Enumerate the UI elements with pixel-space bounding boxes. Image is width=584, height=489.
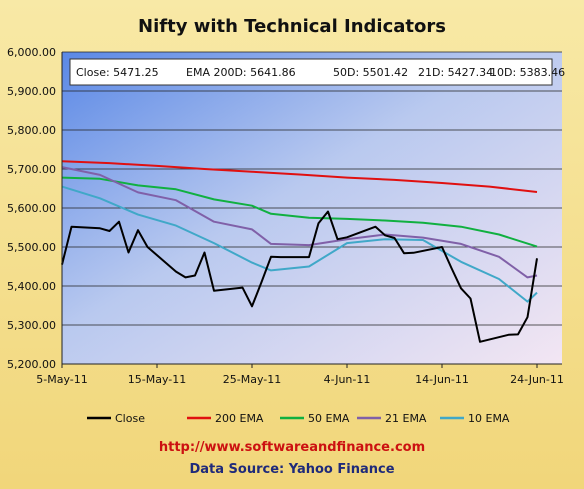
series-line-50-ema [61,176,538,248]
legend-label: 10 EMA [468,412,510,425]
y-tick-label: 5,800.00 [7,124,56,137]
y-tick-label: 5,700.00 [7,163,56,176]
legend-label: 200 EMA [215,412,264,425]
series-line-200-ema [61,160,538,193]
annotation-ema10: 10D: 5383.46 [490,66,565,79]
y-tick-label: 5,300.00 [7,319,56,332]
y-tick-label: 5,500.00 [7,241,56,254]
annotation-ema200: EMA 200D: 5641.86 [186,66,296,79]
x-tick-label: 15-May-11 [128,373,186,386]
y-tick-label: 6,000.00 [7,46,56,59]
x-tick-label: 5-May-11 [36,373,87,386]
y-tick-label: 5,200.00 [7,358,56,371]
website-url: http://www.softwareandfinance.com [158,440,426,455]
legend-label: 21 EMA [385,412,427,425]
legend-label: 50 EMA [308,412,350,425]
series-line-close [61,210,538,343]
x-tick-label: 4-Jun-11 [324,373,371,386]
chart-title: Nifty with Technical Indicators [138,16,446,37]
value-annotation: Close: 5471.25 EMA 200D: 5641.86 50D: 55… [69,58,565,86]
y-tick-label: 5,900.00 [7,85,56,98]
y-tick-label: 5,600.00 [7,202,56,215]
y-tick-label: 5,400.00 [7,280,56,293]
legend: Close 200 EMA 50 EMA 21 EMA 10 EMA [87,412,510,425]
legend-label: Close [115,412,145,425]
annotation-ema50: 50D: 5501.42 [333,66,408,79]
data-source: Data Source: Yahoo Finance [189,462,395,477]
annotation-box [69,58,553,86]
x-tick-label: 25-May-11 [223,373,281,386]
x-tick-label: 14-Jun-11 [415,373,469,386]
series-line-10-ema [61,185,538,303]
x-tick-label: 24-Jun-11 [510,373,564,386]
annotation-ema21: 21D: 5427.34 [418,66,493,79]
series-line-21-ema [61,166,538,279]
annotation-close: Close: 5471.25 [76,66,159,79]
